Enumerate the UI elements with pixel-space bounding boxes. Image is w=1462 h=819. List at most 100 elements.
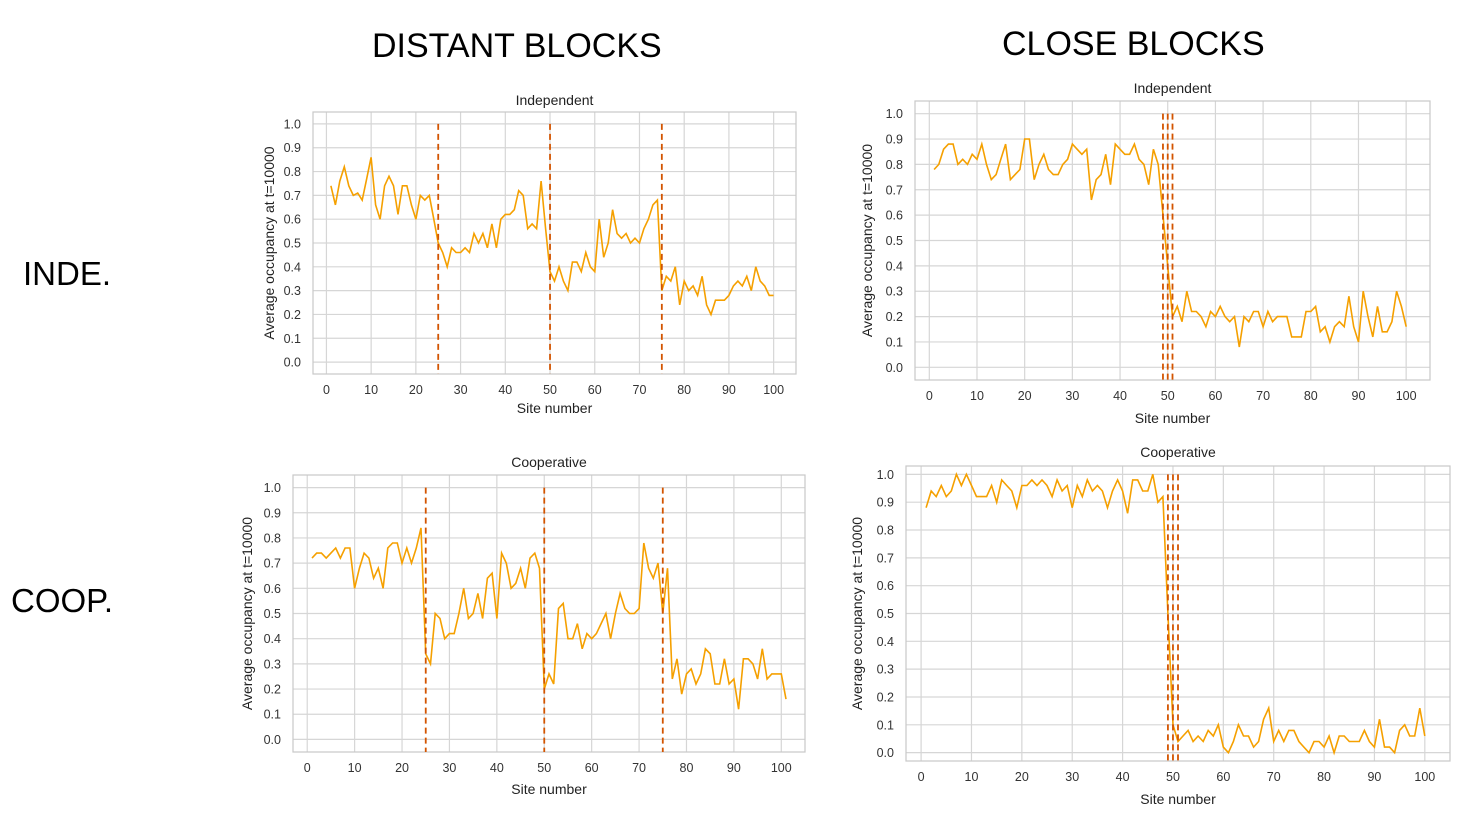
occupancy-series-line (933, 138, 1407, 348)
y-axis-label: Average occupancy at t=10000 (849, 517, 865, 710)
y-tick-label: 0.2 (284, 308, 301, 322)
x-tick-label: 0 (304, 761, 311, 775)
x-tick-label: 80 (1317, 770, 1331, 784)
x-tick-label: 70 (632, 761, 646, 775)
y-tick-label: 0.8 (284, 165, 301, 179)
x-axis-label: Site number (1140, 791, 1216, 807)
row-header-cooperative: COOP. (11, 582, 114, 619)
x-tick-label: 30 (1065, 389, 1079, 403)
y-tick-label: 0.3 (886, 285, 903, 299)
y-tick-label: 0.9 (264, 506, 281, 520)
y-tick-label: 0.0 (284, 356, 301, 370)
y-tick-label: 0.7 (284, 189, 301, 203)
x-tick-label: 60 (1216, 770, 1230, 784)
y-tick-label: 0.0 (264, 733, 281, 747)
x-tick-label: 0 (918, 770, 925, 784)
y-tick-label: 0.8 (886, 158, 903, 172)
x-tick-label: 50 (1166, 770, 1180, 784)
column-header-close-blocks: CLOSE BLOCKS (1002, 25, 1265, 63)
x-tick-label: 0 (926, 389, 933, 403)
occupancy-series-line (925, 472, 1426, 756)
occupancy-series-line (311, 527, 787, 710)
y-tick-label: 1.0 (264, 481, 281, 495)
x-tick-label: 90 (722, 383, 736, 397)
x-tick-label: 20 (1015, 770, 1029, 784)
y-tick-label: 0.2 (877, 690, 894, 704)
column-header-distant-blocks: DISTANT BLOCKS (372, 27, 662, 65)
x-tick-label: 30 (442, 761, 456, 775)
x-tick-label: 60 (588, 383, 602, 397)
x-tick-label: 100 (1414, 770, 1435, 784)
x-tick-label: 30 (454, 383, 468, 397)
y-tick-label: 0.3 (284, 284, 301, 298)
x-tick-label: 30 (1065, 770, 1079, 784)
x-tick-label: 70 (1267, 770, 1281, 784)
x-tick-label: 10 (965, 770, 979, 784)
row-header-independent: INDE. (23, 255, 112, 292)
x-tick-label: 60 (1208, 389, 1222, 403)
y-tick-label: 0.7 (877, 551, 894, 565)
chart-title: Cooperative (511, 454, 587, 470)
y-tick-label: 0.8 (877, 524, 894, 538)
y-tick-label: 0.5 (284, 237, 301, 251)
y-tick-label: 0.6 (877, 579, 894, 593)
y-tick-label: 0.1 (264, 708, 281, 722)
y-tick-label: 0.1 (886, 335, 903, 349)
plot-frame (905, 465, 1451, 762)
y-tick-label: 0.6 (886, 209, 903, 223)
y-tick-label: 1.0 (886, 107, 903, 121)
y-tick-label: 0.9 (877, 496, 894, 510)
x-tick-label: 100 (1396, 389, 1417, 403)
x-tick-label: 40 (1113, 389, 1127, 403)
x-tick-label: 80 (680, 761, 694, 775)
y-tick-label: 0.3 (877, 663, 894, 677)
x-tick-label: 40 (1116, 770, 1130, 784)
y-axis-label: Average occupancy at t=10000 (261, 146, 277, 339)
y-tick-label: 0.0 (877, 746, 894, 760)
x-tick-label: 40 (498, 383, 512, 397)
y-tick-label: 0.4 (284, 260, 301, 274)
x-axis-label: Site number (517, 400, 593, 416)
x-tick-label: 60 (585, 761, 599, 775)
x-tick-label: 20 (1018, 389, 1032, 403)
x-tick-label: 0 (323, 383, 330, 397)
x-tick-label: 40 (490, 761, 504, 775)
y-tick-label: 1.0 (284, 117, 301, 131)
x-tick-label: 100 (771, 761, 792, 775)
x-tick-label: 50 (1161, 389, 1175, 403)
x-tick-label: 70 (1256, 389, 1270, 403)
plot-frame (312, 111, 797, 375)
y-axis-label: Average occupancy at t=10000 (859, 144, 875, 337)
y-tick-label: 0.4 (877, 635, 894, 649)
x-tick-label: 80 (1304, 389, 1318, 403)
y-tick-label: 0.5 (886, 234, 903, 248)
chart-title: Cooperative (1140, 444, 1216, 460)
chart-title: Independent (516, 92, 594, 108)
y-tick-label: 0.8 (264, 531, 281, 545)
plot-frame (914, 100, 1431, 381)
x-axis-label: Site number (511, 781, 587, 797)
x-tick-label: 50 (543, 383, 557, 397)
y-axis-label: Average occupancy at t=10000 (239, 517, 255, 710)
y-tick-label: 0.6 (264, 582, 281, 596)
y-tick-label: 0.4 (886, 259, 903, 273)
y-tick-label: 0.2 (264, 683, 281, 697)
y-tick-label: 0.9 (886, 133, 903, 147)
x-axis-label: Site number (1135, 410, 1211, 426)
y-tick-label: 0.9 (284, 141, 301, 155)
plot-frame (292, 474, 806, 753)
x-tick-label: 50 (537, 761, 551, 775)
x-tick-label: 90 (727, 761, 741, 775)
y-tick-label: 0.7 (886, 183, 903, 197)
x-tick-label: 20 (395, 761, 409, 775)
y-tick-label: 0.0 (886, 361, 903, 375)
y-tick-label: 0.1 (877, 718, 894, 732)
occupancy-series-line (330, 157, 774, 317)
y-tick-label: 0.1 (284, 332, 301, 346)
y-tick-label: 0.4 (264, 632, 281, 646)
x-tick-label: 90 (1352, 389, 1366, 403)
y-tick-label: 0.2 (886, 310, 903, 324)
